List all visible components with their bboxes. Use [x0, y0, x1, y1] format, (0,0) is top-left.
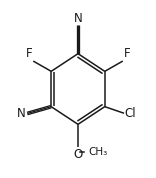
Text: N: N [74, 12, 82, 25]
Text: F: F [25, 47, 32, 60]
Text: N: N [17, 107, 26, 120]
Text: F: F [124, 47, 130, 60]
Text: Cl: Cl [125, 107, 136, 120]
Text: O: O [73, 148, 83, 161]
Text: CH₃: CH₃ [89, 147, 108, 157]
